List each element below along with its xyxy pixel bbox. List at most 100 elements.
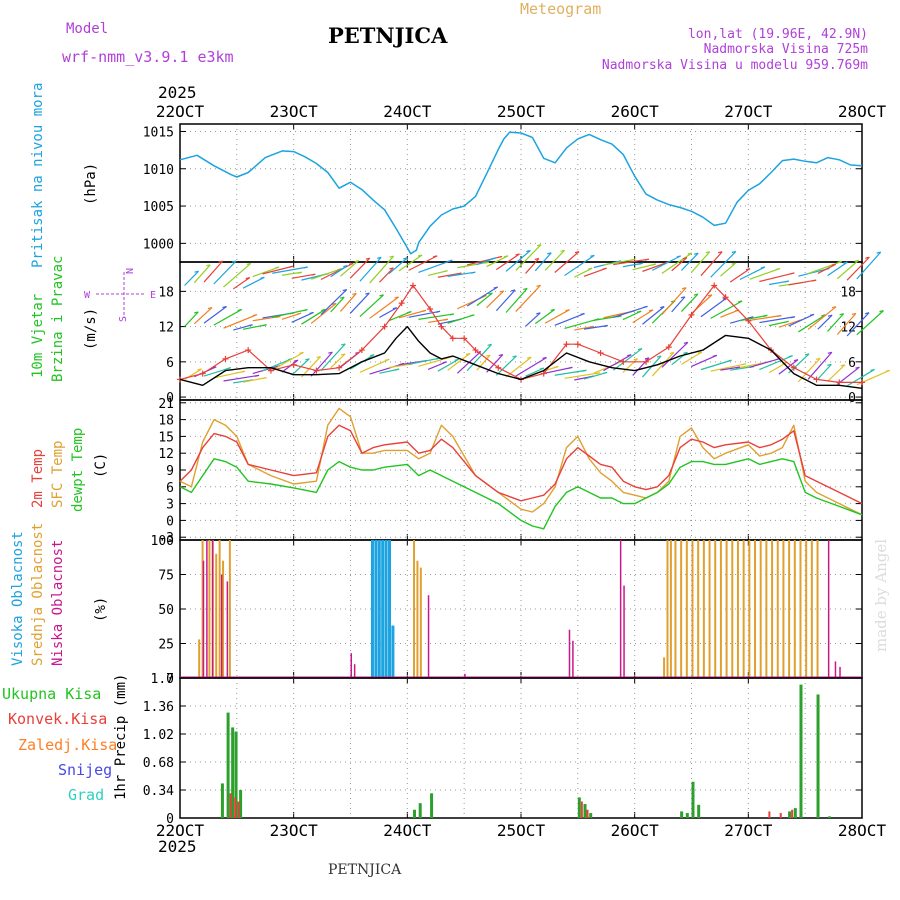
wind-barb xyxy=(378,267,394,283)
precip-frame xyxy=(179,677,863,819)
wind-barb-head xyxy=(565,309,570,312)
wind-barb xyxy=(466,286,498,307)
wind-barb-head xyxy=(389,267,394,270)
cloud-mid-bar xyxy=(218,540,221,678)
wind-barb xyxy=(408,310,441,318)
wind-barb-head xyxy=(443,318,449,321)
wind-barb-head xyxy=(602,267,607,270)
wind-barb xyxy=(505,250,531,272)
wind-barb-head xyxy=(365,292,370,295)
wind-title-2: Brzina i Pravac xyxy=(50,256,66,382)
precip-total-bar xyxy=(430,793,434,818)
wind-barb-head xyxy=(433,255,438,258)
wind-barb-head xyxy=(749,316,754,319)
wind-barb xyxy=(486,255,509,268)
wind-barb xyxy=(262,265,294,275)
wind-barb-head xyxy=(510,289,516,292)
wind-barb-head xyxy=(660,306,665,309)
cloud-mid-bar xyxy=(742,540,745,678)
wind-barb-head xyxy=(226,367,231,370)
precip-total-bar xyxy=(231,727,235,818)
wind-gust-marker xyxy=(495,364,502,371)
wind-barb xyxy=(661,287,687,315)
temperature-ytick-label: 6 xyxy=(166,481,174,496)
wind-barb xyxy=(817,363,832,380)
time-label-top: 28OCT xyxy=(838,102,887,121)
wind-barb-head xyxy=(568,366,573,369)
wind-barb xyxy=(330,296,345,313)
wind-barb-head xyxy=(343,265,348,268)
wind-barb xyxy=(554,312,585,326)
cloud-low-bar xyxy=(568,629,571,678)
wind-barb xyxy=(388,257,408,275)
wind-speed-line xyxy=(179,325,863,389)
compass-south: S xyxy=(118,316,129,322)
cloud-low-bar xyxy=(202,560,205,678)
wind-barb-head xyxy=(194,270,199,273)
temperature-ytick-label: 3 xyxy=(166,498,174,513)
wind-barb xyxy=(486,290,505,309)
cloud-high-bar xyxy=(381,540,385,678)
cloud-low-bar xyxy=(464,673,466,678)
wind-barb xyxy=(291,311,314,323)
wind-gust-marker xyxy=(472,347,479,354)
wind-barb xyxy=(495,253,520,271)
wind-barb-head xyxy=(262,324,267,327)
precip-conv-bar xyxy=(234,797,237,818)
cloud-high-bar xyxy=(388,540,392,678)
wind-barb-head xyxy=(630,258,636,261)
wind-gust-marker xyxy=(620,358,627,365)
lonlat-text: lon,lat (19.96E, 42.9N) xyxy=(688,27,868,42)
wind-barb-head xyxy=(394,368,400,371)
wind-ytick-label-right: 18 xyxy=(840,285,856,300)
wind-barb xyxy=(242,276,265,289)
wind-barb xyxy=(359,294,384,317)
wind-barb-head xyxy=(694,252,699,255)
wind-barb xyxy=(213,260,237,285)
wind-barb xyxy=(651,255,682,271)
wind-barb xyxy=(836,259,859,280)
wind-barb-head xyxy=(574,251,580,254)
wind-barb xyxy=(223,262,252,288)
pressure-unit: (hPa) xyxy=(83,163,99,205)
wind-barb-head xyxy=(337,268,342,271)
cloud-low-bar xyxy=(427,595,430,678)
wind-barb xyxy=(681,252,699,271)
wind-barb xyxy=(554,369,587,376)
wind-ytick-label: 12 xyxy=(158,321,174,336)
wind-barb-head xyxy=(512,355,517,358)
wind-barb xyxy=(544,249,566,271)
wind-barb xyxy=(788,313,815,327)
legend-snow: Snijeg xyxy=(58,761,112,779)
cloud-mid-bar xyxy=(725,540,728,678)
wind-barb-head xyxy=(340,353,346,356)
wind-barb-head xyxy=(536,284,541,287)
wind-barb xyxy=(759,355,793,371)
wind-barb xyxy=(720,262,736,277)
cloud-low-bar xyxy=(353,664,356,678)
wind-barb xyxy=(700,297,728,318)
temp-dewpt-line xyxy=(179,458,863,530)
cloud-high-bar xyxy=(384,540,388,678)
wind-barb-head xyxy=(745,268,751,271)
model-altitude-text: Nadmorska Visina u modelu 959.769m xyxy=(602,58,868,73)
temp-labels: 2m Temp SFC Temp dewpt Temp (C) xyxy=(30,428,109,512)
wind-barb-head xyxy=(648,309,654,312)
cloud-mid-bar xyxy=(776,540,779,678)
legend-graupel: Grad xyxy=(68,786,104,804)
legend-frozen-rain: Zaledj.Kisa xyxy=(18,736,117,754)
wind-barb-head xyxy=(526,249,531,253)
wind-barb-head xyxy=(617,315,622,318)
wind-barb-head xyxy=(736,366,741,369)
temp-sfc-label: SFC Temp xyxy=(50,441,66,508)
wind-barb-head xyxy=(417,254,423,257)
wind-barb-head xyxy=(865,256,870,259)
temp-dewpt-label: dewpt Temp xyxy=(70,428,86,512)
precip-conv-bar xyxy=(586,809,589,818)
pressure-labels: Pritisak na nivou mora (hPa) xyxy=(30,83,99,268)
wind-grid: 0 0 6 6 12 12 18 18 xyxy=(158,261,863,406)
time-label-top: 27OCT xyxy=(724,102,773,121)
wind-barb xyxy=(262,358,293,372)
wind-gust-marker xyxy=(267,367,274,374)
